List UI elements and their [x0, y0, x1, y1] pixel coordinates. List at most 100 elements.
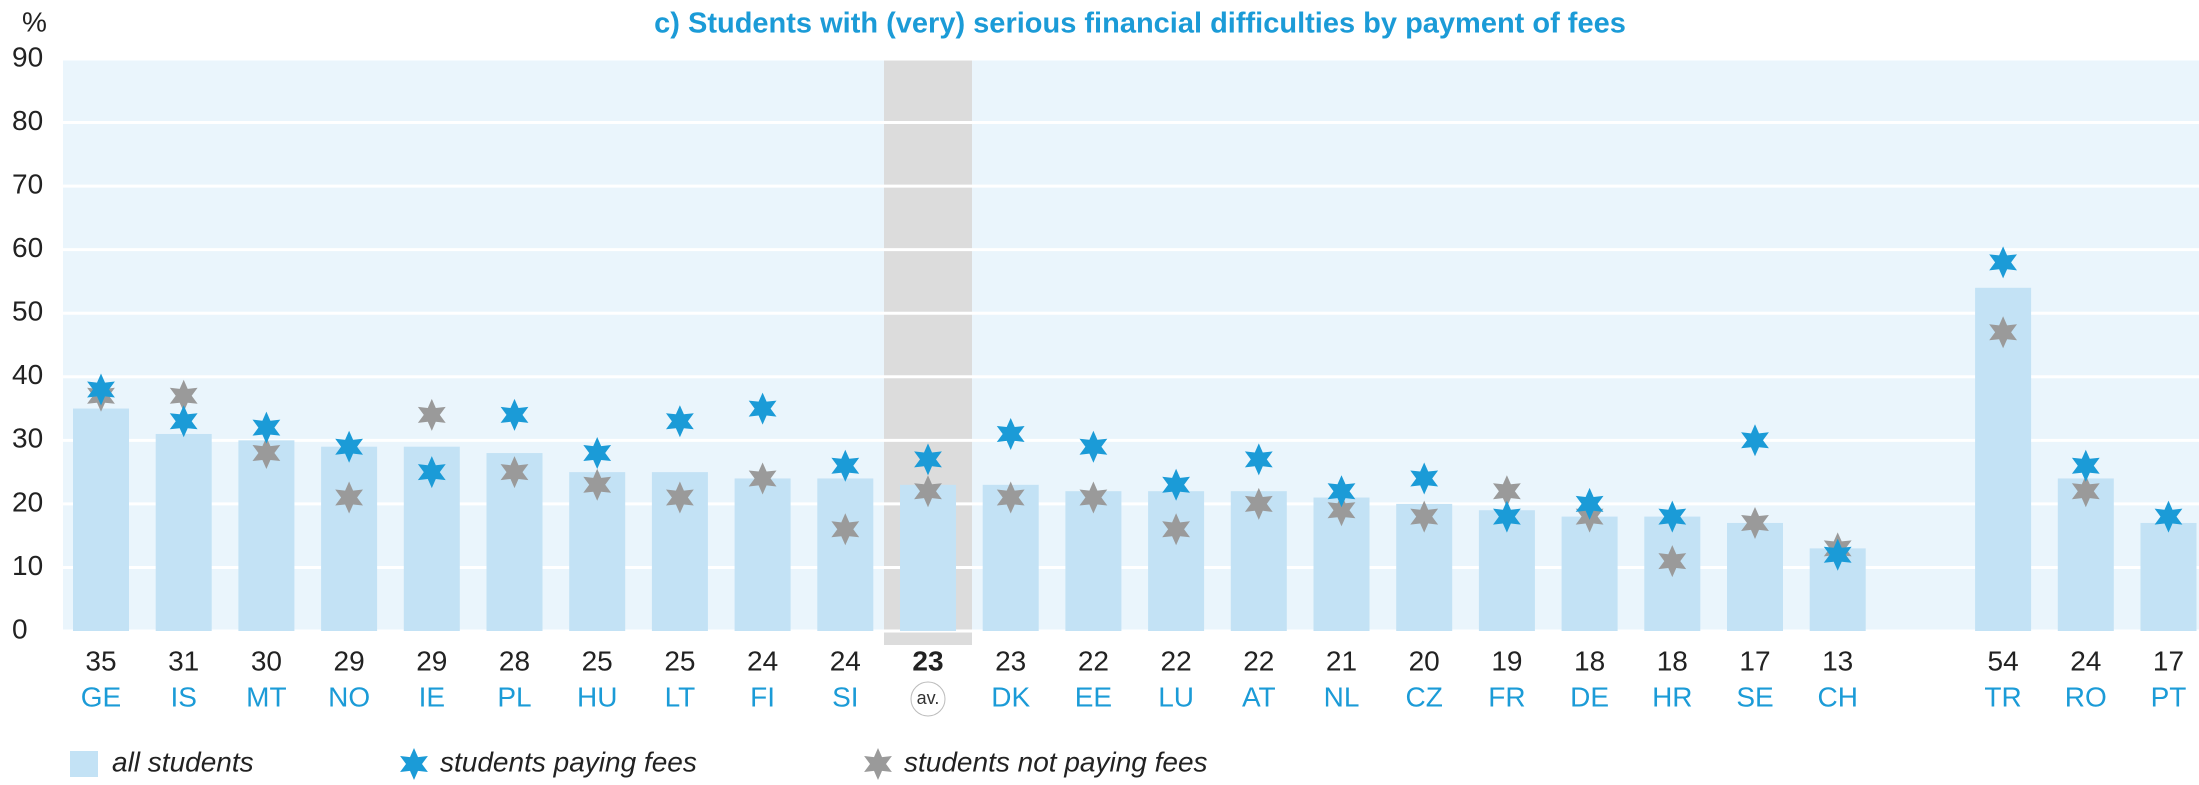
star-marker: [1989, 316, 2017, 349]
x-tick-label: IE: [419, 681, 445, 712]
x-tick-label: EE: [1075, 681, 1112, 712]
star-marker: [831, 449, 860, 482]
value-label: 24: [747, 645, 778, 676]
x-tick-label: PT: [2151, 681, 2187, 712]
plot-background: [63, 59, 2199, 631]
y-tick-label: 40: [12, 359, 43, 390]
value-label: 22: [1243, 645, 1274, 676]
star-marker: [252, 437, 281, 469]
star-marker: [417, 456, 446, 489]
bar: [1148, 491, 1205, 631]
star-marker: [1741, 424, 1769, 457]
star-marker: [914, 475, 942, 508]
star-marker: [914, 443, 942, 476]
star-marker: [1162, 513, 1190, 546]
value-label: 22: [1161, 645, 1192, 676]
star-marker: [252, 411, 281, 444]
x-tick-label: CZ: [1406, 681, 1443, 712]
star-marker: [1823, 538, 1852, 571]
star-marker: [583, 468, 612, 501]
star-marker: [1493, 500, 1521, 533]
value-label: 24: [2070, 645, 2101, 676]
value-label: 21: [1326, 645, 1357, 676]
x-tick-label: MT: [246, 681, 286, 712]
x-tick-label: av.: [917, 688, 940, 708]
star-marker: [1410, 500, 1439, 533]
value-label: 25: [582, 645, 613, 676]
bar: [155, 433, 212, 631]
bar: [2140, 522, 2197, 631]
star-marker: [500, 456, 529, 489]
chart-title: c) Students with (very) serious financia…: [654, 8, 1626, 40]
star-marker: [831, 513, 860, 546]
value-label: 22: [1078, 645, 1109, 676]
star-marker: [1575, 487, 1604, 520]
star-marker: [87, 373, 115, 406]
y-tick-label: 20: [12, 486, 43, 517]
legend-star: [864, 748, 892, 780]
bar: [238, 440, 295, 631]
value-label: 17: [1739, 645, 1770, 676]
x-tick-label: NL: [1324, 681, 1360, 712]
legend-label: all students: [112, 746, 254, 777]
bar: [1727, 522, 1783, 631]
value-label: 17: [2153, 645, 2184, 676]
value-label: 30: [251, 645, 282, 676]
star-marker: [1658, 545, 1687, 578]
x-tick-label: DK: [991, 681, 1030, 712]
value-label: 23: [912, 645, 943, 676]
bar: [1561, 516, 1618, 631]
x-tick-label: FR: [1488, 681, 1525, 712]
star-marker: [748, 462, 777, 495]
x-tick-label: NO: [328, 681, 370, 712]
value-label: 18: [1657, 645, 1688, 676]
star-marker: [1162, 468, 1190, 501]
star-marker: [996, 418, 1025, 450]
star-marker: [417, 398, 446, 431]
x-tick-label: DE: [1570, 681, 1609, 712]
value-label: 18: [1574, 645, 1605, 676]
x-tick-label: SE: [1736, 681, 1773, 712]
star-marker: [500, 398, 529, 431]
y-tick-label: 80: [12, 105, 43, 136]
value-label: 35: [85, 645, 116, 676]
star-marker: [1244, 487, 1273, 520]
star-marker: [1741, 507, 1769, 539]
star-marker: [169, 405, 198, 438]
value-label: 13: [1822, 645, 1853, 676]
star-marker: [666, 481, 694, 514]
bar: [900, 484, 956, 631]
value-label: 54: [1988, 645, 2019, 676]
value-label: 29: [334, 645, 365, 676]
x-tick-label: FI: [750, 681, 775, 712]
star-marker: [2154, 500, 2183, 533]
y-tick-label: 50: [12, 296, 43, 327]
star-marker: [996, 481, 1025, 514]
value-label: 23: [995, 645, 1026, 676]
y-tick-label: 90: [12, 41, 43, 72]
star-marker: [335, 430, 363, 463]
value-label: 24: [830, 645, 861, 676]
star-marker: [1327, 475, 1356, 508]
y-tick-label: 0: [12, 613, 28, 644]
legend-swatch: [70, 751, 98, 777]
x-tick-label: LU: [1158, 681, 1194, 712]
star-marker: [1410, 462, 1439, 495]
value-label: 28: [499, 645, 530, 676]
x-tick-label: LT: [665, 681, 696, 712]
star-marker: [1244, 443, 1273, 476]
y-tick-label: 10: [12, 550, 43, 581]
x-tick-label: HR: [1652, 681, 1692, 712]
average-badge: [910, 681, 946, 717]
bar: [1065, 491, 1122, 631]
legend-label: students not paying fees: [904, 746, 1208, 777]
x-tick-label: TR: [1984, 681, 2021, 712]
star-marker: [2071, 449, 2100, 482]
x-tick-label: CH: [1817, 681, 1857, 712]
y-tick-label: 60: [12, 232, 43, 263]
value-label: 19: [1491, 645, 1522, 676]
y-tick-label: 30: [12, 423, 43, 454]
x-tick-label: PL: [497, 681, 531, 712]
star-marker: [335, 481, 363, 514]
